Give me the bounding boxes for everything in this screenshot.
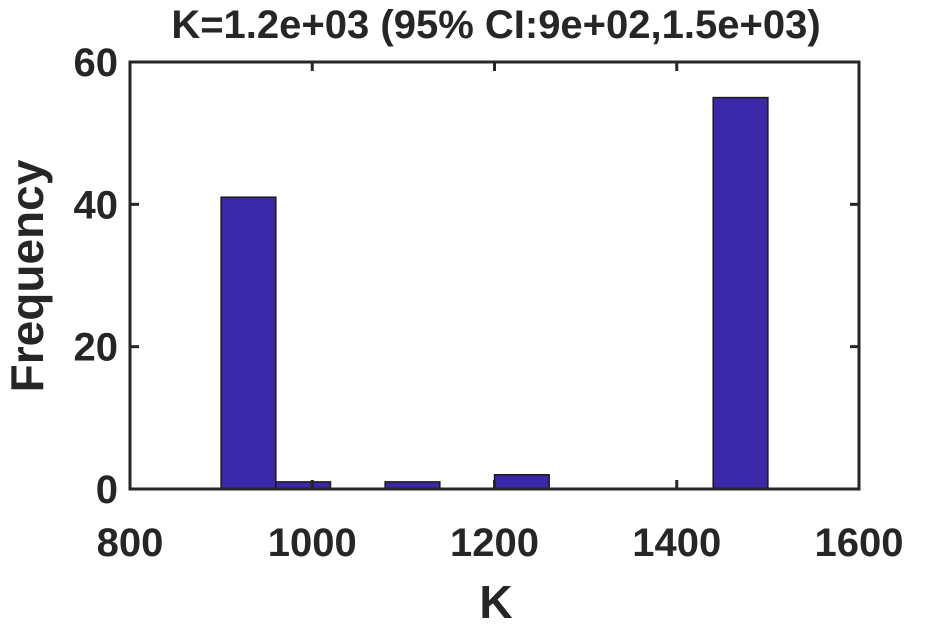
x-axis-label: K — [479, 576, 512, 625]
y-tick-label: 40 — [74, 183, 119, 227]
x-tick-label: 1200 — [450, 521, 539, 565]
histogram-bar — [220, 196, 277, 490]
bars-group — [220, 96, 769, 490]
x-tick-label: 1000 — [268, 521, 357, 565]
x-tick-label: 1400 — [632, 521, 721, 565]
histogram-bar — [493, 474, 550, 490]
x-tick-labels: 800 1000 1200 1400 1600 — [97, 521, 904, 565]
y-tick-label: 0 — [96, 468, 118, 512]
y-tick-label: 20 — [74, 326, 119, 370]
y-tick-labels: 0 20 40 60 — [74, 41, 119, 512]
chart-title: K=1.2e+03 (95% CI:9e+02,1.5e+03) — [171, 3, 820, 47]
x-tick-label: 800 — [97, 521, 164, 565]
histogram-bar — [712, 96, 769, 490]
y-tick-label: 60 — [74, 41, 119, 85]
y-axis-label: Frequency — [1, 159, 53, 392]
x-tick-label: 1600 — [815, 521, 904, 565]
axes-box — [128, 60, 861, 491]
